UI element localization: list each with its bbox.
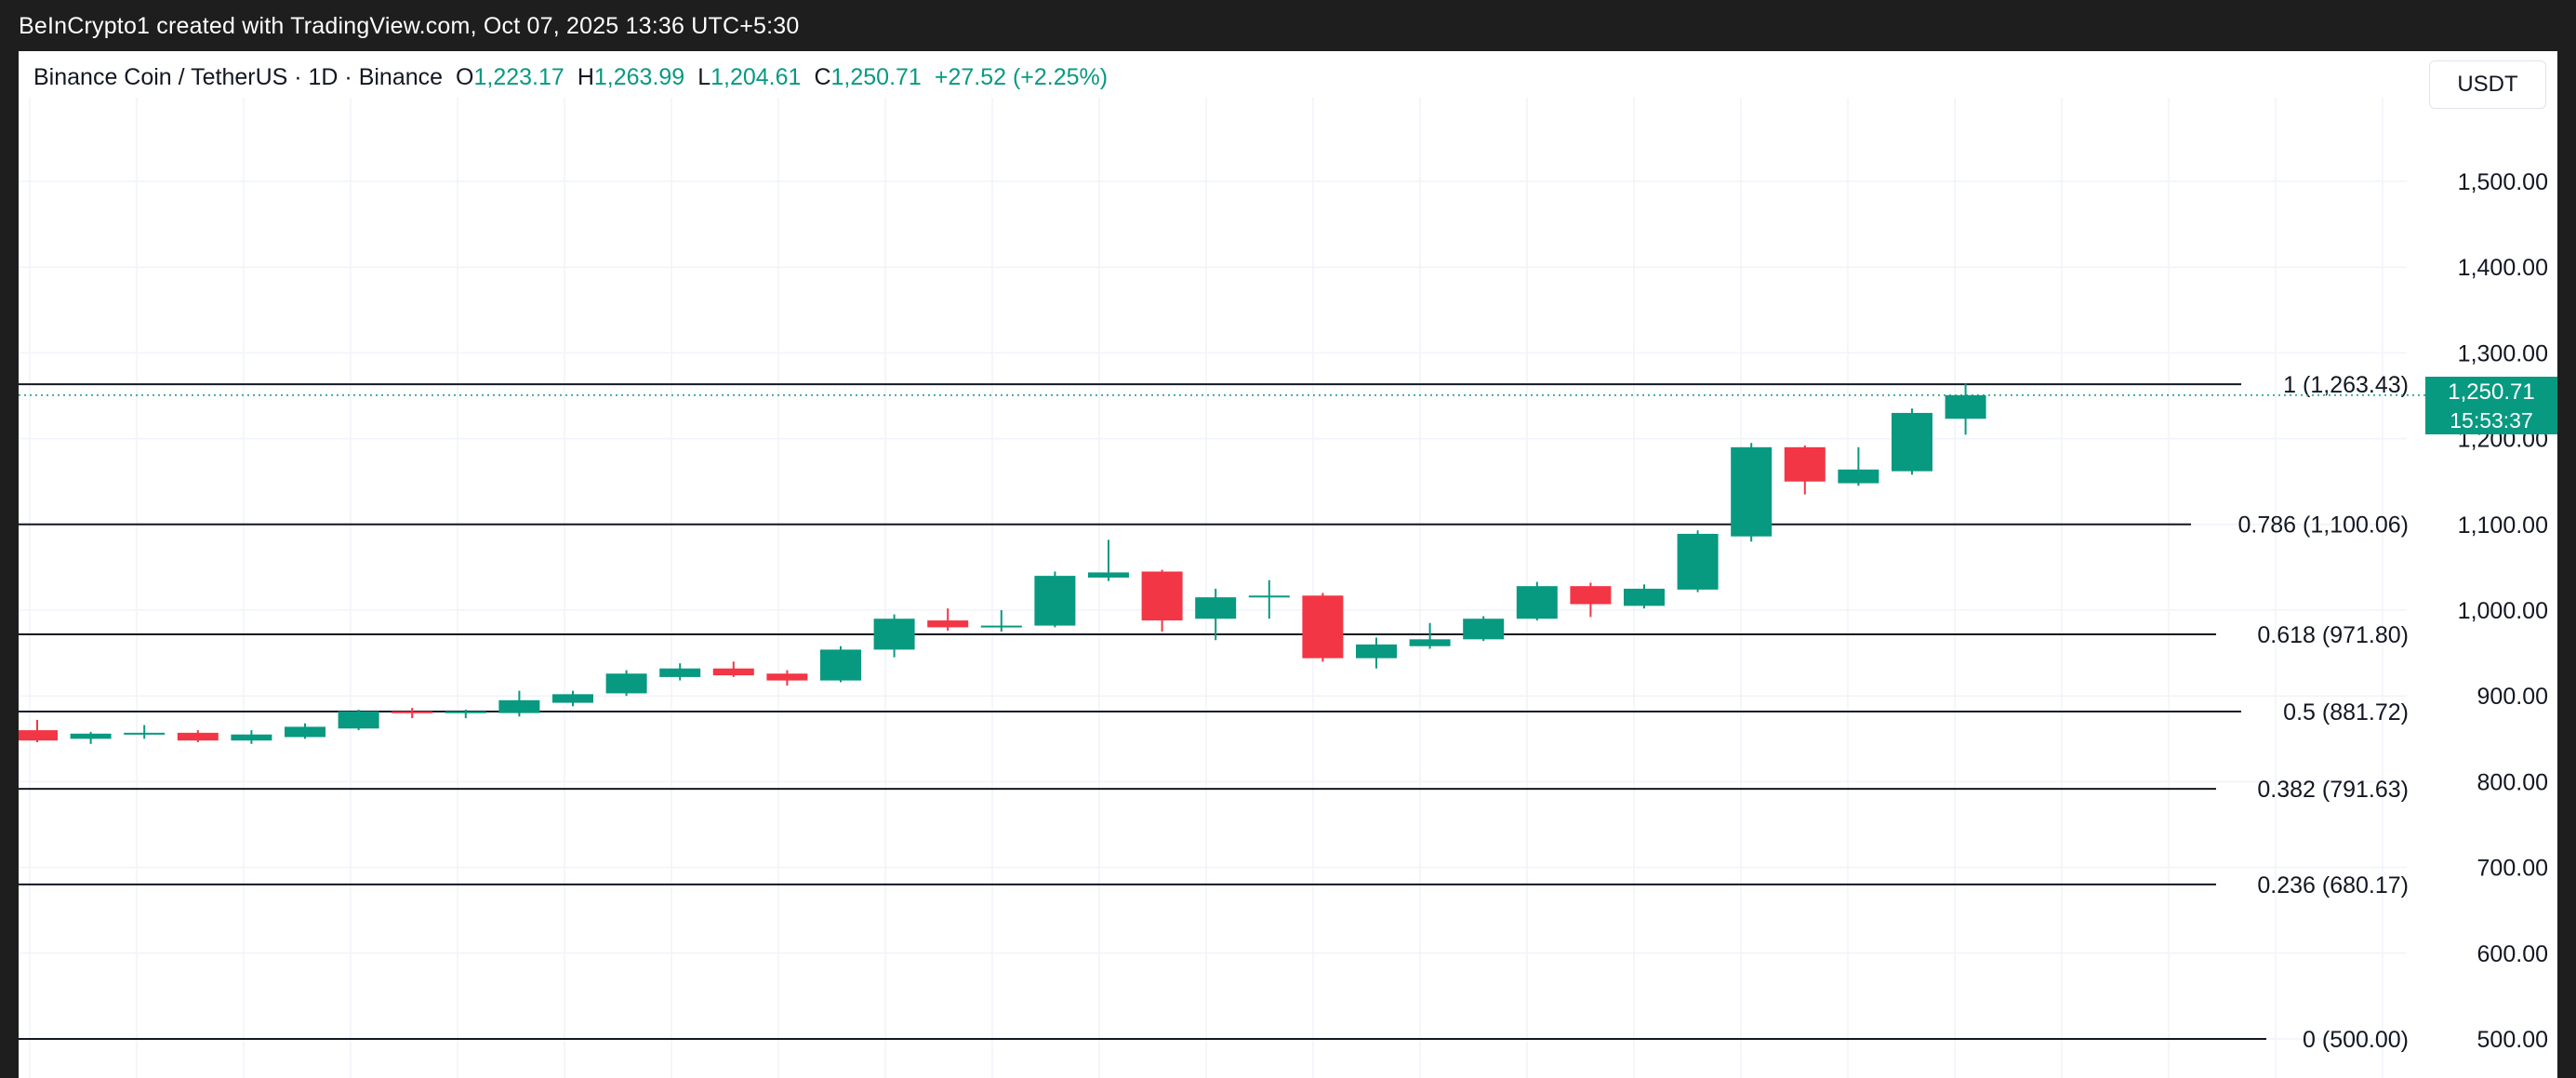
- fib-level-label: 0.382 (791.63): [2257, 777, 2409, 803]
- candle-body: [1838, 469, 1879, 484]
- candlestick-chart[interactable]: 500.00 600.00 700.00 800.00 900.00 1,000.00 1,…: [19, 51, 2557, 1078]
- candle-body: [873, 619, 915, 650]
- candle-body: [392, 711, 433, 713]
- bar-countdown: 15:53:37: [2450, 408, 2533, 433]
- open-value: 1,223.17: [473, 64, 564, 90]
- candle-body: [552, 694, 593, 703]
- y-tick-label: 1,000.00: [2458, 598, 2548, 624]
- candle-body: [1356, 644, 1397, 659]
- high-value: 1,263.99: [593, 64, 685, 90]
- candle-body: [980, 625, 1022, 628]
- candle-body: [231, 734, 272, 741]
- candle-body: [70, 733, 112, 739]
- candle-body: [927, 620, 969, 628]
- fib-level-label: 0.236 (680.17): [2257, 872, 2409, 898]
- fib-level-label: 0.5 (881.72): [2283, 699, 2409, 725]
- candle-body: [285, 726, 325, 738]
- y-tick-label: 1,400.00: [2458, 255, 2548, 281]
- candle-body: [1195, 597, 1237, 619]
- candle-body: [19, 730, 58, 741]
- candle-body: [766, 673, 808, 681]
- candle-body: [177, 732, 219, 741]
- y-tick-label: 1,100.00: [2458, 512, 2548, 539]
- high-label: H: [577, 64, 594, 90]
- candle-body: [1677, 533, 1719, 590]
- candle-body: [659, 668, 701, 677]
- candle-body: [1570, 586, 1612, 605]
- candle-body: [124, 732, 166, 735]
- fib-level-label: 1 (1,263.43): [2283, 372, 2409, 398]
- candle-body: [1784, 446, 1826, 482]
- change-value: +27.52 (+2.25%): [934, 64, 1109, 90]
- open-label: O: [456, 64, 474, 90]
- candle-body: [1463, 619, 1505, 640]
- chart-panel[interactable]: 500.00 600.00 700.00 800.00 900.00 1,000.00 1,…: [19, 51, 2557, 1078]
- candle-body: [1248, 595, 1290, 598]
- y-tick-label: 1,300.00: [2458, 340, 2548, 366]
- candle-body: [1088, 572, 1129, 578]
- y-tick-label: 1,500.00: [2458, 169, 2548, 195]
- fib-level-label: 0.618 (971.80): [2257, 622, 2409, 648]
- last-price-tag: 1,250.71 15:53:37: [2425, 377, 2557, 434]
- last-price-value: 1,250.71: [2448, 379, 2535, 405]
- y-tick-label: 600.00: [2477, 941, 2548, 967]
- candle-body: [1516, 586, 1558, 619]
- candle-body: [712, 668, 754, 676]
- candle-body: [1302, 595, 1344, 659]
- candle-body: [1892, 412, 1932, 472]
- close-value: 1,250.71: [830, 64, 922, 90]
- candle-body: [820, 649, 861, 681]
- symbol-label: Binance Coin / TetherUS · 1D · Binance: [33, 64, 444, 90]
- candle-body: [605, 673, 647, 694]
- y-tick-label: 500.00: [2477, 1027, 2548, 1053]
- candle-body: [445, 711, 486, 713]
- fib-level-label: 0.786 (1,100.06): [2238, 512, 2409, 539]
- y-tick-label: 800.00: [2477, 769, 2548, 795]
- candle-body: [498, 699, 540, 713]
- candle-body: [1409, 639, 1451, 646]
- candle-body: [1945, 394, 1986, 419]
- candle-body: [1624, 588, 1665, 606]
- candle-body: [1034, 576, 1076, 626]
- close-label: C: [814, 64, 831, 90]
- chart-caption: BeInCrypto1 created with TradingView.com…: [19, 13, 800, 39]
- y-tick-label: 900.00: [2477, 684, 2548, 710]
- top-caption-bar: BeInCrypto1 created with TradingView.com…: [0, 0, 2576, 51]
- candle-body: [1141, 571, 1183, 621]
- low-value: 1,204.61: [710, 64, 802, 90]
- candle-body: [1731, 446, 1773, 537]
- candle-body: [338, 711, 379, 729]
- fib-level-label: 0 (500.00): [2303, 1027, 2409, 1053]
- currency-button[interactable]: USDT: [2429, 60, 2546, 109]
- y-tick-label: 700.00: [2477, 856, 2548, 882]
- ohlc-legend: Binance Coin / TetherUS · 1D · Binance O1…: [33, 64, 1108, 91]
- low-label: L: [697, 64, 711, 90]
